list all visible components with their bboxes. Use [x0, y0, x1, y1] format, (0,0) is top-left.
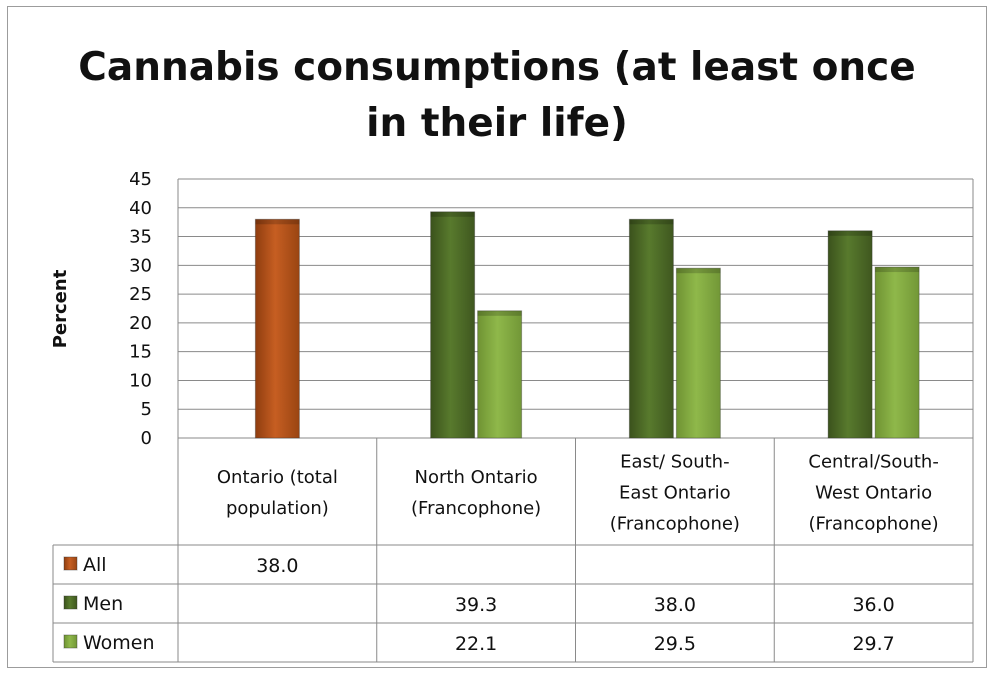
bar-body	[827, 230, 873, 439]
chart-title: Cannabis consumptions (at least once in …	[0, 40, 994, 152]
bar-top-bevel	[676, 268, 721, 274]
bar-body	[477, 310, 523, 439]
data-label: 29.7	[852, 633, 894, 655]
y-axis-label: Percent	[50, 269, 71, 348]
y-tick-label: 35	[129, 227, 152, 248]
data-label: 38.0	[256, 555, 298, 577]
bar-top-bevel	[875, 267, 920, 273]
y-tick-label: 0	[141, 428, 152, 449]
bar-body	[254, 218, 300, 439]
y-tick-label: 40	[129, 198, 152, 219]
y-tick-label: 15	[129, 342, 152, 363]
bar-top-bevel	[477, 310, 522, 316]
bar-women	[477, 310, 523, 439]
bar-women	[874, 266, 920, 439]
legend-swatch-women	[63, 634, 78, 649]
data-label: 38.0	[654, 594, 696, 616]
x-category-label: East/ South-	[620, 452, 729, 473]
data-label: 39.3	[455, 594, 497, 616]
x-category-label: (Francophone)	[610, 514, 740, 535]
x-category-label: Ontario (total	[217, 467, 338, 488]
bar-body	[874, 266, 920, 439]
legend-swatch-men	[63, 595, 78, 610]
bar-women	[675, 267, 721, 439]
x-category-label: population)	[226, 498, 329, 519]
legend-swatch-all	[63, 556, 78, 571]
bar-body	[675, 267, 721, 439]
bar-body	[430, 211, 476, 439]
bar-men	[827, 230, 873, 439]
legend-label-all: All	[83, 554, 107, 576]
y-tick-label: 5	[141, 399, 152, 420]
x-category-label: East Ontario	[619, 483, 731, 504]
legend-label-women: Women	[83, 632, 155, 654]
x-category-label: (Francophone)	[411, 498, 541, 519]
data-label: 36.0	[852, 594, 894, 616]
bar-top-bevel	[430, 211, 475, 217]
bar-body	[628, 218, 674, 439]
bar-top-bevel	[629, 219, 674, 225]
bar-men	[430, 211, 476, 439]
bar-top-bevel	[255, 219, 300, 225]
y-tick-label: 45	[129, 169, 152, 190]
y-tick-label: 30	[129, 255, 152, 276]
data-label: 22.1	[455, 633, 497, 655]
y-tick-label: 20	[129, 313, 152, 334]
bar-men	[628, 218, 674, 439]
y-tick-label: 10	[129, 370, 152, 391]
chart-title-line-2: in their life)	[366, 101, 628, 146]
bar-top-bevel	[828, 230, 873, 236]
x-category-label: West Ontario	[815, 483, 932, 504]
x-category-label: (Francophone)	[809, 514, 939, 535]
y-tick-label: 25	[129, 284, 152, 305]
x-category-label: North Ontario	[415, 467, 538, 488]
data-label: 29.5	[654, 633, 696, 655]
bar-all	[254, 218, 300, 439]
x-category-label: Central/South-	[808, 452, 938, 473]
chart-title-line-1: Cannabis consumptions (at least once	[78, 45, 916, 90]
legend-label-men: Men	[83, 593, 123, 615]
